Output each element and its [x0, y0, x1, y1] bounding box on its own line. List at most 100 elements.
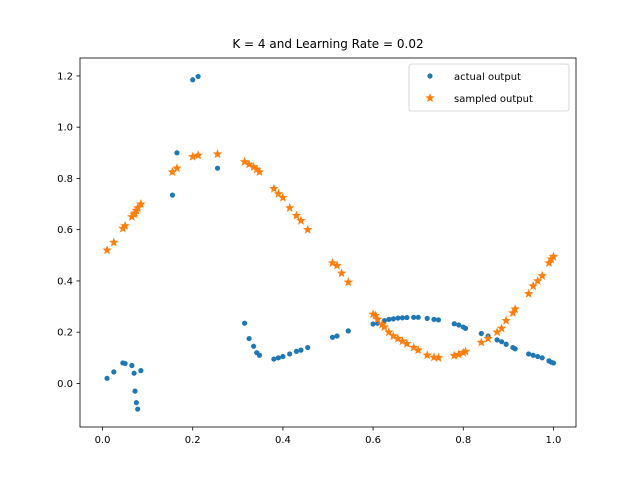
- data-point: [246, 335, 252, 342]
- data-point-star: [296, 215, 306, 225]
- data-point: [550, 360, 557, 366]
- data-point-star: [368, 309, 378, 319]
- data-point: [345, 328, 351, 334]
- plot-frame: [79, 57, 577, 428]
- data-point: [251, 343, 257, 349]
- legend-star-marker: [425, 93, 435, 103]
- legend-dot-marker: [427, 73, 433, 79]
- data-point: [535, 353, 541, 360]
- chart-title: K = 4 and Learning Rate = 0.02: [232, 37, 423, 51]
- data-point: [526, 351, 532, 357]
- data-point: [386, 316, 392, 322]
- data-point: [271, 356, 277, 362]
- data-point-star: [278, 192, 288, 202]
- data-point-star: [510, 304, 520, 314]
- data-point-star: [501, 315, 511, 325]
- data-point-star: [172, 163, 182, 173]
- data-point: [195, 73, 201, 80]
- y-tick-label: 0.0: [57, 379, 73, 390]
- data-point-star: [372, 314, 383, 324]
- data-point-star: [252, 164, 262, 174]
- data-point-star: [397, 336, 408, 346]
- data-point-star: [388, 331, 399, 341]
- data-point: [424, 315, 430, 321]
- data-point-star: [239, 156, 250, 166]
- data-point-star: [429, 352, 439, 362]
- data-point: [431, 316, 437, 322]
- axes: 0.0 0.2 0.4 0.6 0.8 1.0 0.0 0.2 0.4 0.6 0.8 1.0 1.2: [57, 57, 577, 446]
- data-point: [133, 400, 139, 406]
- x-tick-label: 0.6: [365, 435, 381, 446]
- data-point-star: [454, 349, 464, 359]
- data-point-star: [332, 260, 342, 270]
- data-point-star: [187, 151, 198, 161]
- data-point-star: [402, 338, 412, 348]
- data-point: [275, 355, 281, 361]
- data-point-star: [343, 277, 354, 287]
- y-tick-label: 1.2: [57, 71, 73, 82]
- data-point-star: [244, 159, 254, 169]
- data-point: [512, 346, 518, 352]
- data-point: [411, 314, 417, 320]
- legend-label: sampled output: [454, 94, 533, 105]
- data-point-star: [496, 323, 507, 333]
- data-point-star: [254, 167, 265, 177]
- data-point-star: [109, 237, 119, 247]
- data-point: [190, 77, 196, 83]
- data-point-star: [458, 347, 469, 357]
- data-point-star: [433, 352, 444, 362]
- data-point: [129, 362, 135, 369]
- data-point: [329, 334, 336, 340]
- data-point-star: [193, 150, 203, 160]
- data-point: [370, 321, 376, 327]
- legend: actual output sampled output: [408, 63, 570, 112]
- data-point: [404, 314, 410, 321]
- data-point-star: [377, 319, 387, 329]
- data-point-star: [273, 188, 284, 198]
- data-point-star: [136, 199, 146, 209]
- data-point-star: [379, 322, 390, 332]
- x-tick-label: 0.4: [275, 435, 291, 446]
- data-point: [334, 333, 340, 339]
- data-point: [456, 322, 462, 328]
- data-point-star: [167, 167, 178, 177]
- y-tick-label: 0.2: [57, 328, 73, 339]
- data-point-star: [248, 161, 259, 171]
- data-point: [530, 352, 536, 358]
- data-point: [415, 314, 421, 320]
- data-point: [293, 348, 300, 355]
- data-point: [494, 337, 500, 343]
- data-point: [241, 320, 248, 326]
- data-point-star: [523, 288, 534, 298]
- data-point: [111, 369, 117, 375]
- x-tick-label: 0.0: [95, 435, 111, 446]
- data-point: [169, 192, 176, 198]
- data-point: [104, 375, 110, 381]
- x-tick-label: 1.0: [546, 435, 562, 446]
- data-point: [395, 315, 401, 321]
- data-point: [435, 317, 442, 323]
- y-tick-label: 0.8: [57, 174, 73, 185]
- data-point: [131, 370, 137, 376]
- legend-label: actual output: [454, 72, 521, 83]
- data-point-star: [327, 258, 338, 268]
- data-point-star: [528, 281, 538, 291]
- data-point: [539, 355, 545, 361]
- data-point-star: [284, 202, 295, 212]
- data-point-star: [548, 251, 559, 261]
- y-tick-label: 1.0: [57, 123, 73, 134]
- data-point-star: [449, 350, 460, 360]
- data-point-star: [132, 202, 143, 212]
- data-point-star: [102, 245, 112, 255]
- data-point-star: [269, 183, 279, 193]
- data-point: [135, 406, 141, 412]
- data-point-star: [532, 275, 543, 285]
- data-point-star: [291, 210, 302, 220]
- data-point-star: [413, 345, 423, 355]
- data-point-star: [384, 327, 394, 337]
- data-point: [503, 341, 509, 347]
- data-point-star: [476, 337, 487, 347]
- data-point-star: [302, 224, 313, 234]
